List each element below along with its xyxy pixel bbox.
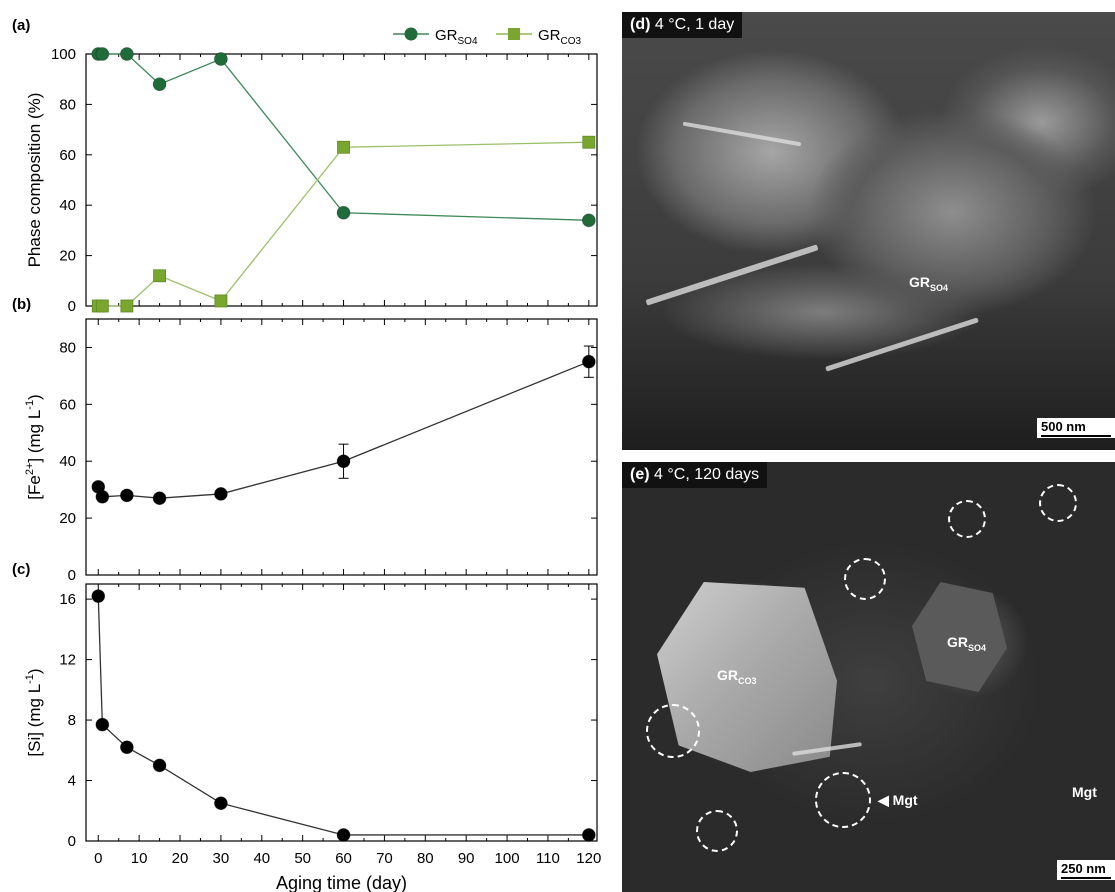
scale-bar-e: 250 nm bbox=[1057, 860, 1115, 880]
data-point bbox=[95, 299, 109, 313]
data-point bbox=[119, 47, 134, 61]
data-point bbox=[336, 205, 351, 220]
image-d-label: (d) 4 °C, 1 day bbox=[622, 12, 743, 38]
y-tick-label: 8 bbox=[68, 712, 76, 729]
data-point bbox=[152, 77, 167, 92]
data-point bbox=[120, 299, 134, 313]
x-tick-label: 10 bbox=[131, 850, 148, 867]
data-point bbox=[152, 491, 167, 506]
image-e-mgt-1: ◀ Mgt bbox=[878, 792, 918, 808]
series-line bbox=[98, 141, 589, 307]
y-tick-label: 0 bbox=[68, 833, 76, 850]
legend-label: GRCO3 bbox=[538, 27, 582, 47]
y-tick-label: 100 bbox=[51, 46, 76, 63]
x-tick-label: 120 bbox=[576, 850, 601, 867]
y-tick-label: 80 bbox=[59, 339, 76, 356]
y-tick-label: 40 bbox=[59, 453, 76, 470]
y-tick-label: 4 bbox=[68, 773, 76, 790]
image-e-annotation-grco3: GRCO3 bbox=[717, 667, 757, 686]
data-point bbox=[95, 489, 110, 504]
x-tick-label: 50 bbox=[294, 850, 311, 867]
plot-frame bbox=[85, 583, 598, 842]
x-tick-label: 0 bbox=[94, 850, 102, 867]
x-tick-label: 20 bbox=[172, 850, 189, 867]
x-tick-label: 60 bbox=[335, 850, 352, 867]
plot-frame bbox=[85, 53, 598, 307]
data-point bbox=[581, 828, 596, 842]
x-tick-label: 110 bbox=[536, 850, 560, 867]
panel-label: (a) bbox=[12, 17, 30, 34]
legend-marker bbox=[404, 27, 418, 41]
data-point bbox=[581, 354, 596, 369]
plot-frame bbox=[85, 318, 598, 576]
y-axis-label: [Si] (mg L-1) bbox=[24, 668, 44, 756]
y-tick-label: 60 bbox=[59, 147, 76, 164]
data-point bbox=[153, 269, 166, 283]
x-tick-label: 30 bbox=[213, 850, 230, 867]
y-tick-label: 20 bbox=[59, 510, 76, 527]
x-tick-label: 100 bbox=[495, 850, 520, 867]
panel-label: (b) bbox=[12, 296, 31, 313]
data-point bbox=[119, 740, 134, 755]
x-axis-label: Aging time (day) bbox=[276, 873, 407, 892]
data-point bbox=[91, 589, 106, 603]
data-point bbox=[581, 213, 596, 228]
y-tick-label: 40 bbox=[59, 197, 76, 214]
data-point bbox=[214, 52, 228, 66]
sem-image-d: (d) 4 °C, 1 day GRSO4 500 nm bbox=[622, 12, 1115, 450]
data-point bbox=[336, 454, 351, 469]
y-tick-label: 20 bbox=[59, 248, 76, 265]
image-e-annotation-grso4: GRSO4 bbox=[947, 634, 987, 653]
y-tick-label: 0 bbox=[68, 298, 76, 315]
data-point bbox=[214, 796, 228, 811]
y-tick-label: 80 bbox=[59, 96, 76, 113]
x-tick-label: 40 bbox=[253, 850, 270, 867]
scale-bar-d: 500 nm bbox=[1037, 418, 1115, 438]
data-point bbox=[337, 140, 350, 154]
y-tick-label: 12 bbox=[59, 652, 76, 669]
y-tick-label: 16 bbox=[59, 591, 76, 608]
y-tick-label: 60 bbox=[59, 396, 76, 413]
panel-label: (c) bbox=[12, 561, 30, 578]
y-axis-label: [Fe2+] (mg L-1) bbox=[24, 394, 44, 499]
y-axis-label: Phase composition (%) bbox=[25, 93, 44, 268]
data-point bbox=[95, 717, 110, 732]
data-point bbox=[336, 828, 351, 842]
series-line bbox=[97, 596, 589, 836]
x-tick-label: 90 bbox=[458, 850, 475, 867]
legend-label: GRSO4 bbox=[435, 27, 478, 47]
sem-image-e: (e) 4 °C, 120 days GRCO3 GRSO4 ◀ Mgt Mgt… bbox=[622, 462, 1115, 892]
image-e-label: (e) 4 °C, 120 days bbox=[622, 462, 768, 488]
data-point bbox=[152, 758, 167, 773]
x-tick-label: 70 bbox=[376, 850, 393, 867]
data-point bbox=[119, 488, 134, 503]
x-tick-label: 80 bbox=[417, 850, 434, 867]
series-line bbox=[98, 53, 589, 221]
data-point bbox=[582, 135, 596, 149]
data-point bbox=[214, 487, 228, 501]
image-e-mgt-2: Mgt bbox=[1072, 784, 1097, 800]
y-tick-label: 0 bbox=[68, 567, 76, 584]
data-point bbox=[95, 47, 110, 61]
data-point bbox=[214, 294, 228, 308]
image-d-annotation: GRSO4 bbox=[909, 274, 949, 293]
legend-marker bbox=[508, 28, 520, 40]
